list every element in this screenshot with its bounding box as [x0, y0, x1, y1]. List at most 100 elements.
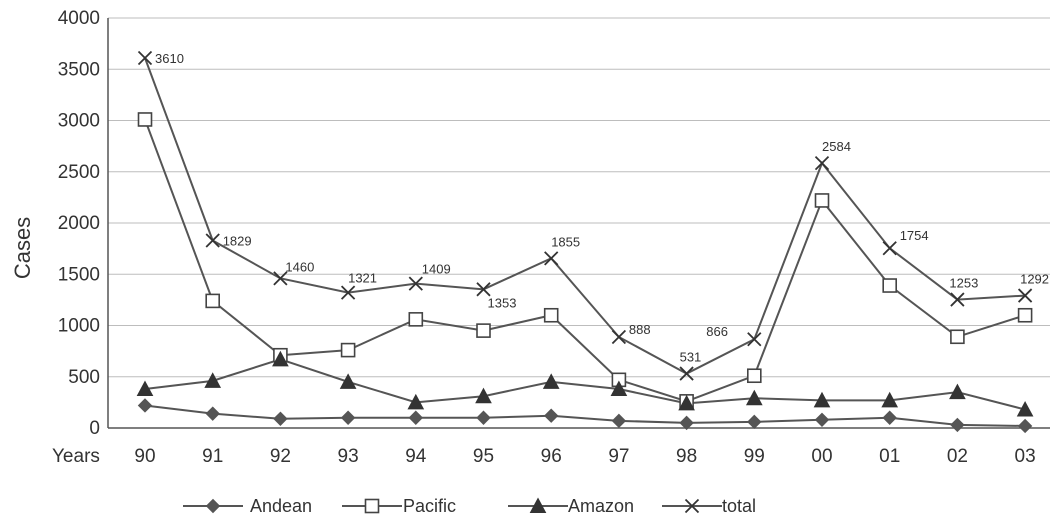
point-andean — [137, 398, 153, 413]
y-tick-labels: 0 500 1000 1500 2000 2500 3000 3500 4000 — [58, 8, 100, 439]
point-amazon — [745, 389, 763, 406]
legend-label: total — [722, 496, 756, 516]
point-total — [679, 366, 694, 381]
point-andean — [747, 414, 762, 430]
x-tick-label: 96 — [541, 446, 562, 467]
point-andean — [476, 410, 491, 425]
x-tick-label: 91 — [202, 446, 223, 467]
point-andean — [340, 410, 356, 425]
x-tick-label: 97 — [608, 446, 629, 467]
legend: Andean Pacific Amazon total — [183, 496, 756, 516]
point-pacific — [137, 112, 153, 127]
point-total — [340, 285, 356, 300]
point-pacific — [1017, 307, 1033, 323]
x-tick-label: 93 — [338, 446, 359, 467]
x-tick-label: 95 — [473, 446, 494, 467]
point-total — [814, 156, 830, 171]
point-total — [273, 271, 288, 286]
data-label: 1253 — [949, 276, 978, 291]
point-andean — [950, 417, 965, 433]
y-tick-label: 500 — [68, 367, 100, 388]
x-tick-label: 03 — [1015, 446, 1036, 467]
x-tick-label: 98 — [676, 446, 697, 467]
x-tick-labels: 90 91 92 93 94 95 96 97 98 99 00 01 02 03 — [134, 446, 1035, 467]
data-label: 2584 — [822, 139, 851, 154]
point-andean — [814, 412, 830, 428]
y-tick-label: 1500 — [58, 264, 100, 285]
data-label: 888 — [629, 322, 651, 337]
data-label: 531 — [680, 350, 702, 365]
point-total — [476, 282, 491, 297]
data-label: 1409 — [422, 262, 451, 277]
x-tick-label: 94 — [405, 446, 427, 467]
point-pacific — [882, 278, 898, 293]
legend-label: Amazon — [568, 496, 634, 516]
legend-marker — [529, 497, 547, 513]
data-label: 3610 — [155, 51, 184, 66]
point-total — [544, 251, 559, 266]
point-andean — [1017, 418, 1033, 434]
legend-marker — [205, 498, 221, 514]
point-pacific — [205, 293, 220, 309]
point-total — [611, 329, 627, 345]
point-amazon — [813, 391, 831, 408]
point-andean — [408, 410, 424, 425]
point-pacific — [408, 312, 424, 327]
legend-marker — [364, 498, 380, 514]
axes — [107, 18, 1050, 429]
legend-item-pacific: Pacific — [342, 496, 456, 516]
point-pacific — [950, 329, 965, 345]
point-amazon — [272, 350, 289, 367]
legend-label: Andean — [250, 496, 312, 516]
series-lines — [144, 57, 1026, 427]
point-pacific — [476, 323, 491, 338]
point-total — [882, 241, 897, 256]
point-total — [137, 50, 153, 66]
y-tick-label: 2500 — [58, 162, 100, 183]
x-tick-label: 00 — [811, 446, 832, 467]
point-total — [950, 292, 965, 307]
x-tick-label: 92 — [270, 446, 291, 467]
point-pacific — [746, 368, 762, 384]
series-line-pacific — [144, 119, 1026, 403]
point-total — [747, 332, 762, 347]
y-tick-label: 3500 — [58, 59, 100, 80]
legend-item-total: total — [662, 496, 756, 516]
point-amazon — [542, 373, 560, 389]
point-amazon — [1016, 400, 1034, 417]
x-tick-label: 02 — [947, 446, 968, 467]
point-pacific — [814, 193, 830, 208]
data-label: 1353 — [488, 295, 517, 310]
x-tick-label: 99 — [744, 446, 765, 467]
series-line-amazon — [144, 358, 1026, 411]
y-tick-label: 4000 — [58, 8, 100, 29]
point-total — [408, 276, 423, 291]
point-pacific — [340, 342, 356, 358]
point-andean — [882, 410, 897, 425]
legend-marker — [684, 498, 700, 514]
y-tick-label: 3000 — [58, 111, 100, 132]
legend-label: Pacific — [403, 496, 456, 516]
point-amazon — [136, 380, 154, 397]
point-amazon — [678, 394, 695, 411]
point-andean — [543, 408, 559, 423]
data-label: 866 — [706, 324, 728, 339]
data-label: 1460 — [285, 259, 314, 274]
x-tick-label: 01 — [879, 446, 900, 467]
point-amazon — [949, 383, 966, 400]
point-total — [1017, 288, 1033, 303]
point-amazon — [610, 380, 628, 397]
data-labels: 3610 1829 1460 1321 1409 1353 1855 888 531 866 258… — [155, 51, 1049, 365]
series-line-total — [144, 57, 1026, 375]
y-axis-title: Cases — [10, 217, 35, 279]
data-label: 1829 — [223, 234, 252, 249]
legend-item-amazon: Amazon — [508, 496, 634, 516]
point-amazon — [881, 391, 899, 408]
point-andean — [205, 406, 220, 421]
legend-item-andean: Andean — [183, 496, 312, 516]
data-label: 1321 — [348, 271, 377, 286]
series-line-andean — [144, 404, 1026, 427]
point-pacific — [543, 307, 559, 323]
point-amazon — [475, 387, 492, 404]
point-amazon — [204, 372, 222, 388]
